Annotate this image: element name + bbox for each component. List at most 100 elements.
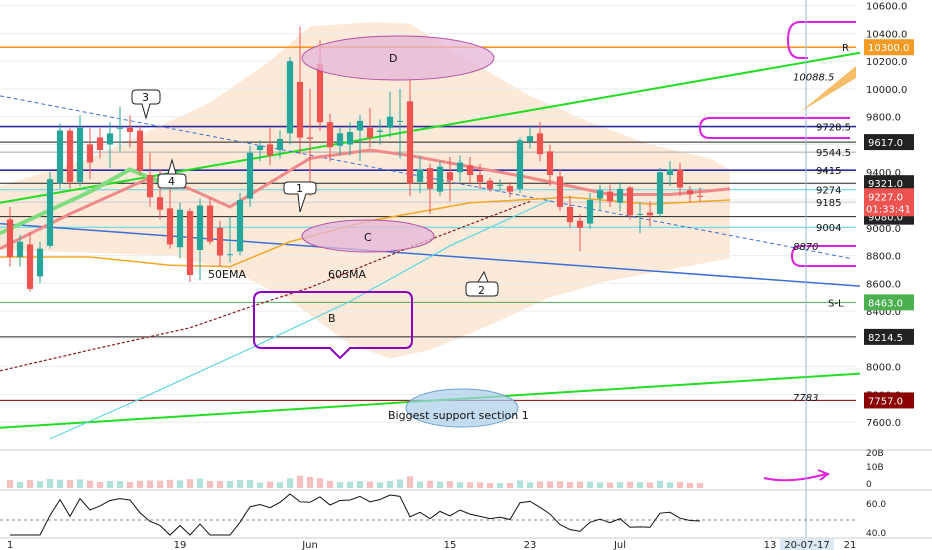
volume-bar-56 [566,481,574,488]
volume-bar-19 [196,478,204,488]
y-tick-label-0: 10600.0 [866,2,907,13]
ellipse-c-label: C [364,231,372,244]
candle-body-63 [636,213,644,215]
candle-body-2 [26,244,34,289]
level-label-10: 8463.0 [868,298,903,309]
candle-body-20 [206,205,214,242]
candle-body-45 [456,162,464,173]
wave-3-callout [131,89,161,120]
level-label-8: 9080.0 [868,213,903,224]
box-b-label: B [328,312,336,325]
ellipse-d-label: D [389,52,397,65]
r-label: R [842,43,849,54]
blue-dashed-channel [0,95,851,259]
volume-bar-63 [636,482,644,488]
volume-bar-1 [16,481,24,488]
price-axis: 10600.010400.010200.010000.09800.09600.0… [793,2,914,429]
candle-body-40 [406,101,414,184]
y-tick-label-3: 10000.0 [866,85,907,96]
volume-bar-50 [506,483,514,488]
volume-bar-25 [256,482,264,488]
volume-bar-49 [496,483,504,488]
candle-body-56 [566,206,574,223]
level-label-12: 7757.0 [868,396,903,407]
candle-body-17 [176,209,184,248]
candle-body-23 [236,200,244,252]
volume-bar-7 [76,479,84,488]
oscillator-line [10,493,701,536]
candle-body-14 [146,175,154,198]
magenta-bracket-low [790,245,856,267]
level-label-2: 9617.0 [868,138,903,149]
candle-body-1 [16,241,24,257]
candle-body-42 [426,168,434,189]
orange-projection [800,66,856,112]
y-tick-label-6: 9400.0 [866,168,901,179]
floating-price-label-2: 7783 [793,393,818,404]
volume-bar-36 [366,481,374,488]
volume-bar-41 [416,481,424,488]
candle-body-62 [626,187,634,216]
current-price-label: 9227.0 [868,192,903,203]
level-label-1: 9728.5 [816,123,851,134]
candle-body-69 [696,195,704,197]
indicator-panels: 20B 10B 0 60.0 40.0 [0,449,932,539]
current-price-box [864,188,914,217]
candlestick-series[interactable] [6,26,704,292]
ellipse-c [301,219,435,253]
candle-body-24 [246,152,254,199]
candle-body-29 [296,81,304,138]
x-tick-label-5: Jul [613,540,626,550]
candle-body-10 [106,133,114,145]
wave-1-callout [283,181,317,213]
candle-body-13 [136,130,144,171]
candle-body-19 [196,205,204,250]
candle-body-53 [536,133,544,155]
candle-body-66 [666,169,674,175]
candle-body-16 [166,208,174,245]
volume-bar-32 [326,480,334,488]
candle-body-61 [616,188,624,203]
candle-body-59 [596,190,604,199]
candle-body-47 [476,175,484,182]
volume-bar-58 [586,481,594,488]
wave-1-label: 1 [296,182,303,195]
support-label: Biggest support section 1 [388,409,529,422]
volume-bar-26 [266,481,274,488]
candle-body-0 [6,219,14,257]
y-tick-label-10: 8600.0 [866,279,901,290]
volume-bar-3 [36,481,44,488]
magenta-bracket-mid [698,117,850,139]
candle-body-21 [216,227,224,256]
blue-trend-down [0,222,861,287]
volume-bar-59 [596,482,604,488]
candle-body-52 [526,136,534,142]
candle-body-57 [576,220,584,228]
volume-bar-4 [46,479,54,488]
volume-bar-44 [446,481,454,488]
time-axis: 1 19 Jun 15 23 Jul 13 21 20-07-17 [0,537,932,550]
candle-body-26 [266,144,274,156]
wave-4-label: 4 [168,175,175,188]
candle-body-31 [316,63,324,123]
candle-body-49 [496,184,504,186]
x-tick-label-7: 21 [844,540,857,550]
volume-bar-9 [96,482,104,488]
volume-bar-66 [666,482,674,488]
volume-bar-16 [166,479,174,488]
level-label-0: 10300.0 [868,43,909,54]
volume-bar-24 [246,480,254,488]
level-label-7: 9185 [816,198,841,209]
volume-bar-15 [156,480,164,488]
volume-bar-67 [676,481,684,488]
volume-bar-28 [286,478,294,488]
volume-bar-55 [556,481,564,488]
volume-bar-12 [126,481,134,488]
y-tick-label-9: 8800.0 [866,252,901,263]
candle-body-22 [226,254,234,256]
wave-4-callout [157,158,187,189]
floating-price-label-1: 8870 [793,242,818,253]
volume-bar-37 [376,482,384,488]
candle-body-44 [446,172,454,181]
